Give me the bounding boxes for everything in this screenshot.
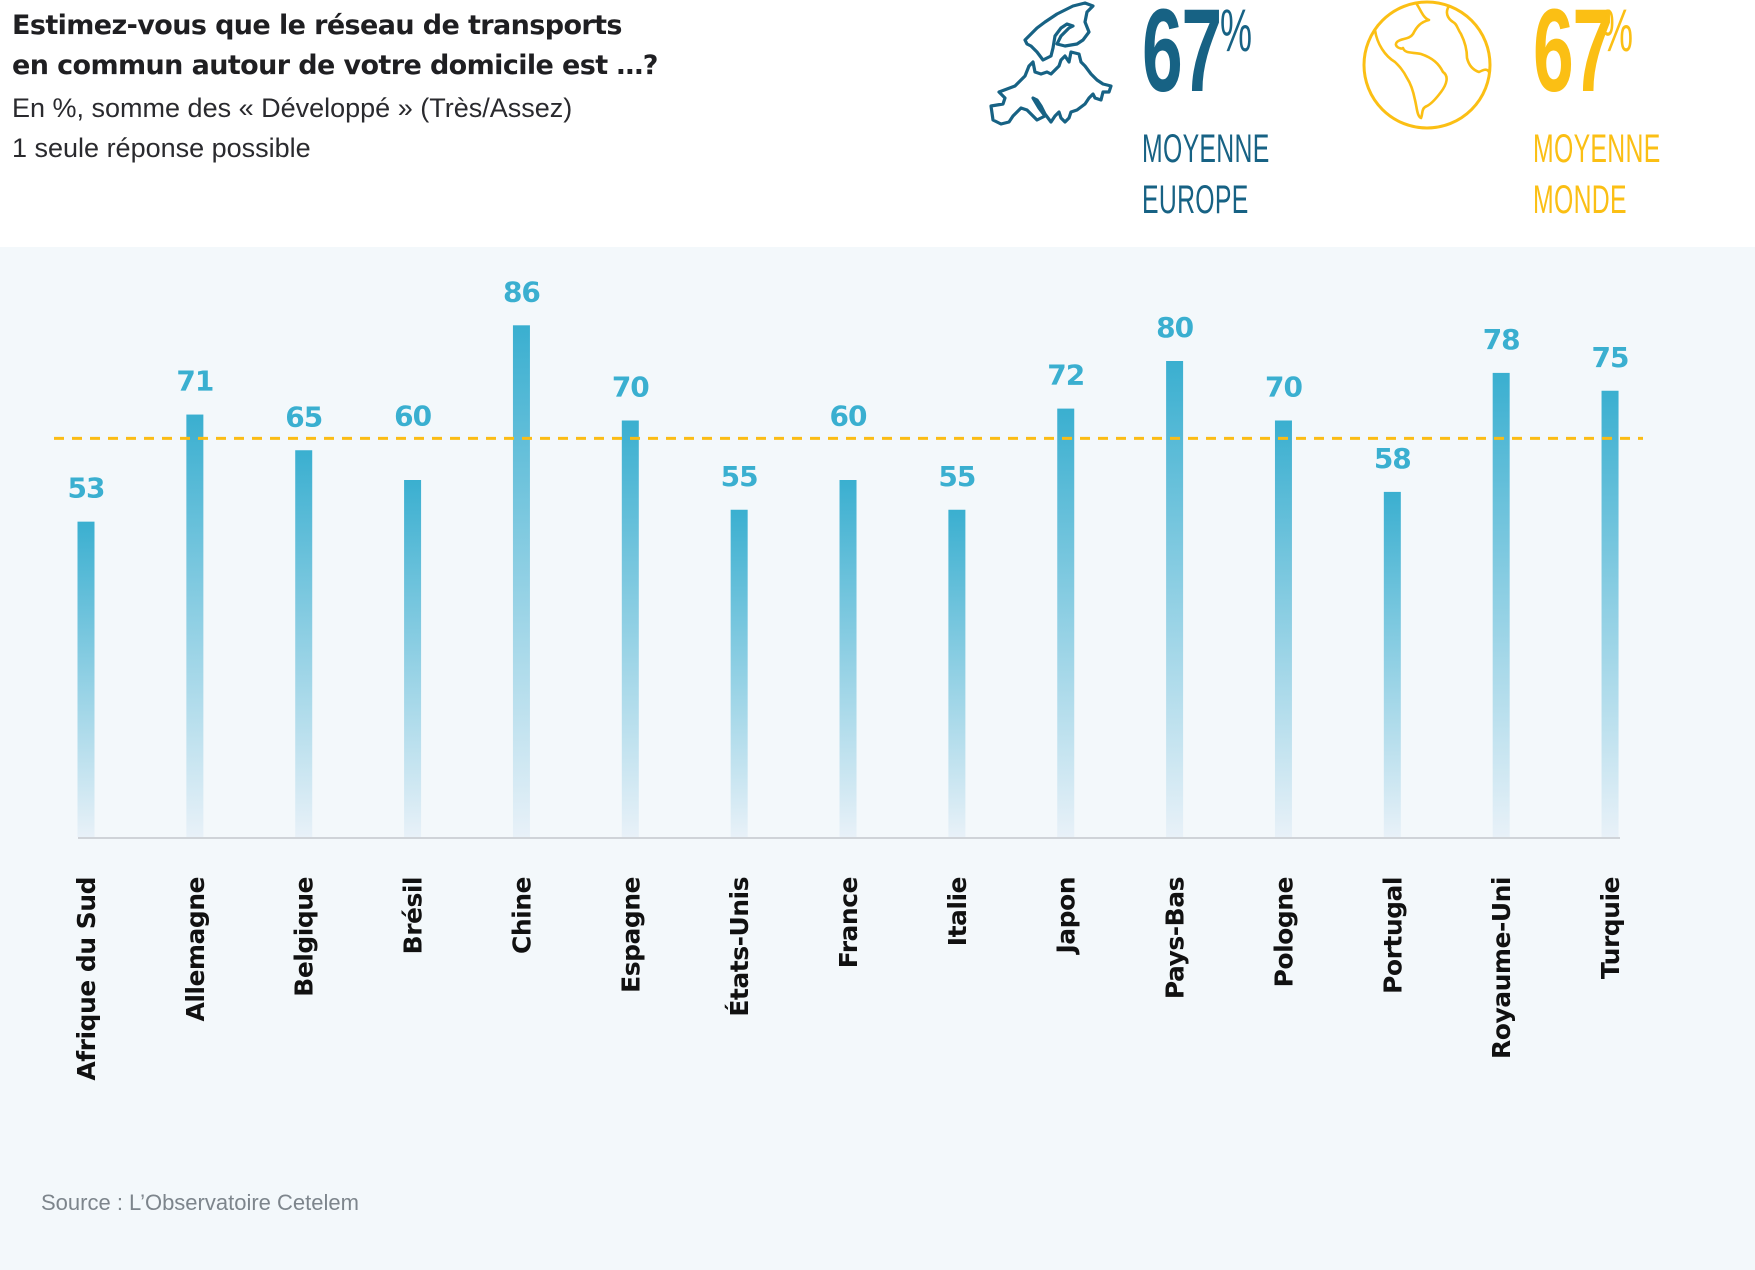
value-labels-group: 53 71 65 60 86 70 55 60 55 72 80 70 58 78 75 xyxy=(68,275,1630,505)
europe-caption-line-1: MOYENNE xyxy=(1142,127,1270,171)
europe-average-unit: % xyxy=(1220,0,1253,64)
bar xyxy=(404,480,422,837)
value-label: 78 xyxy=(1483,323,1520,356)
europe-average-value: 67 xyxy=(1142,0,1222,117)
chart-title: Estimez-vous que le réseau de transports… xyxy=(12,6,712,86)
value-label: 70 xyxy=(612,371,649,404)
bar xyxy=(1274,420,1292,837)
category-label: Japon xyxy=(1052,877,1081,956)
europe-average-caption: MOYENNE EUROPE xyxy=(1142,124,1270,226)
source-note: Source : L’Observatoire Cetelem xyxy=(41,1190,359,1215)
value-label: 53 xyxy=(68,472,105,505)
category-label: Espagne xyxy=(616,877,645,993)
bar xyxy=(186,414,204,837)
bar xyxy=(839,480,857,837)
bar xyxy=(1057,408,1075,837)
value-label: 72 xyxy=(1047,359,1084,392)
globe-icon xyxy=(1362,0,1492,130)
bar xyxy=(1492,372,1510,837)
value-label: 86 xyxy=(503,275,540,308)
chart-panel: 53 71 65 60 86 70 55 60 55 72 80 70 58 78 75 Afrique d… xyxy=(0,247,1755,1270)
europe-caption-line-2: EUROPE xyxy=(1142,178,1249,222)
bar xyxy=(77,521,95,837)
bar xyxy=(512,325,530,837)
category-label: France xyxy=(834,877,863,968)
value-label: 75 xyxy=(1592,341,1629,374)
chart-subtitle: En %, somme des « Développé » (Très/Asse… xyxy=(12,88,572,168)
chart-subtitle-line-2: 1 seule réponse possible xyxy=(12,133,311,163)
value-label: 55 xyxy=(721,460,758,493)
bar xyxy=(730,509,748,837)
category-label: Royaume-Uni xyxy=(1487,877,1516,1059)
bar xyxy=(621,420,639,837)
world-caption-line-2: MONDE xyxy=(1533,178,1627,222)
chart-subtitle-line-1: En %, somme des « Développé » (Très/Asse… xyxy=(12,93,573,123)
value-label: 80 xyxy=(1156,311,1193,344)
category-label: Pays-Bas xyxy=(1161,877,1190,999)
world-average-unit: % xyxy=(1601,0,1634,64)
world-average-value: 67 xyxy=(1533,0,1613,117)
category-label: Belgique xyxy=(290,877,319,997)
value-label: 65 xyxy=(285,400,322,433)
category-label: Portugal xyxy=(1378,877,1407,994)
value-label: 55 xyxy=(938,460,975,493)
value-label: 60 xyxy=(830,399,867,432)
category-label: Italie xyxy=(943,877,972,946)
value-label: 58 xyxy=(1374,442,1411,475)
europe-map-icon xyxy=(989,1,1113,126)
bar xyxy=(948,509,966,837)
bar xyxy=(1166,361,1184,837)
value-label: 70 xyxy=(1265,371,1302,404)
bar xyxy=(1601,390,1619,837)
bars-group xyxy=(77,325,1620,839)
world-average-caption: MOYENNE MONDE xyxy=(1533,124,1661,226)
chart-title-line-2: en commun autour de votre domicile est …… xyxy=(12,50,658,81)
chart-title-line-1: Estimez-vous que le réseau de transports xyxy=(12,10,623,41)
category-label: Pologne xyxy=(1269,877,1298,987)
category-label: États-Unis xyxy=(725,877,754,1017)
category-label: Turquie xyxy=(1596,877,1625,979)
bar xyxy=(1383,491,1401,837)
world-caption-line-1: MOYENNE xyxy=(1533,127,1661,171)
value-label: 71 xyxy=(176,365,213,398)
category-label: Allemagne xyxy=(181,877,210,1022)
category-label: Afrique du Sud xyxy=(72,877,101,1081)
category-label: Brésil xyxy=(399,877,428,954)
category-label: Chine xyxy=(507,877,536,954)
category-labels-group: Afrique du Sud Allemagne Belgique Brésil Chi… xyxy=(72,877,1625,1081)
value-label: 60 xyxy=(394,399,431,432)
bar-chart: 53 71 65 60 86 70 55 60 55 72 80 70 58 78 75 Afrique d… xyxy=(54,275,1643,1081)
bar xyxy=(295,450,313,837)
